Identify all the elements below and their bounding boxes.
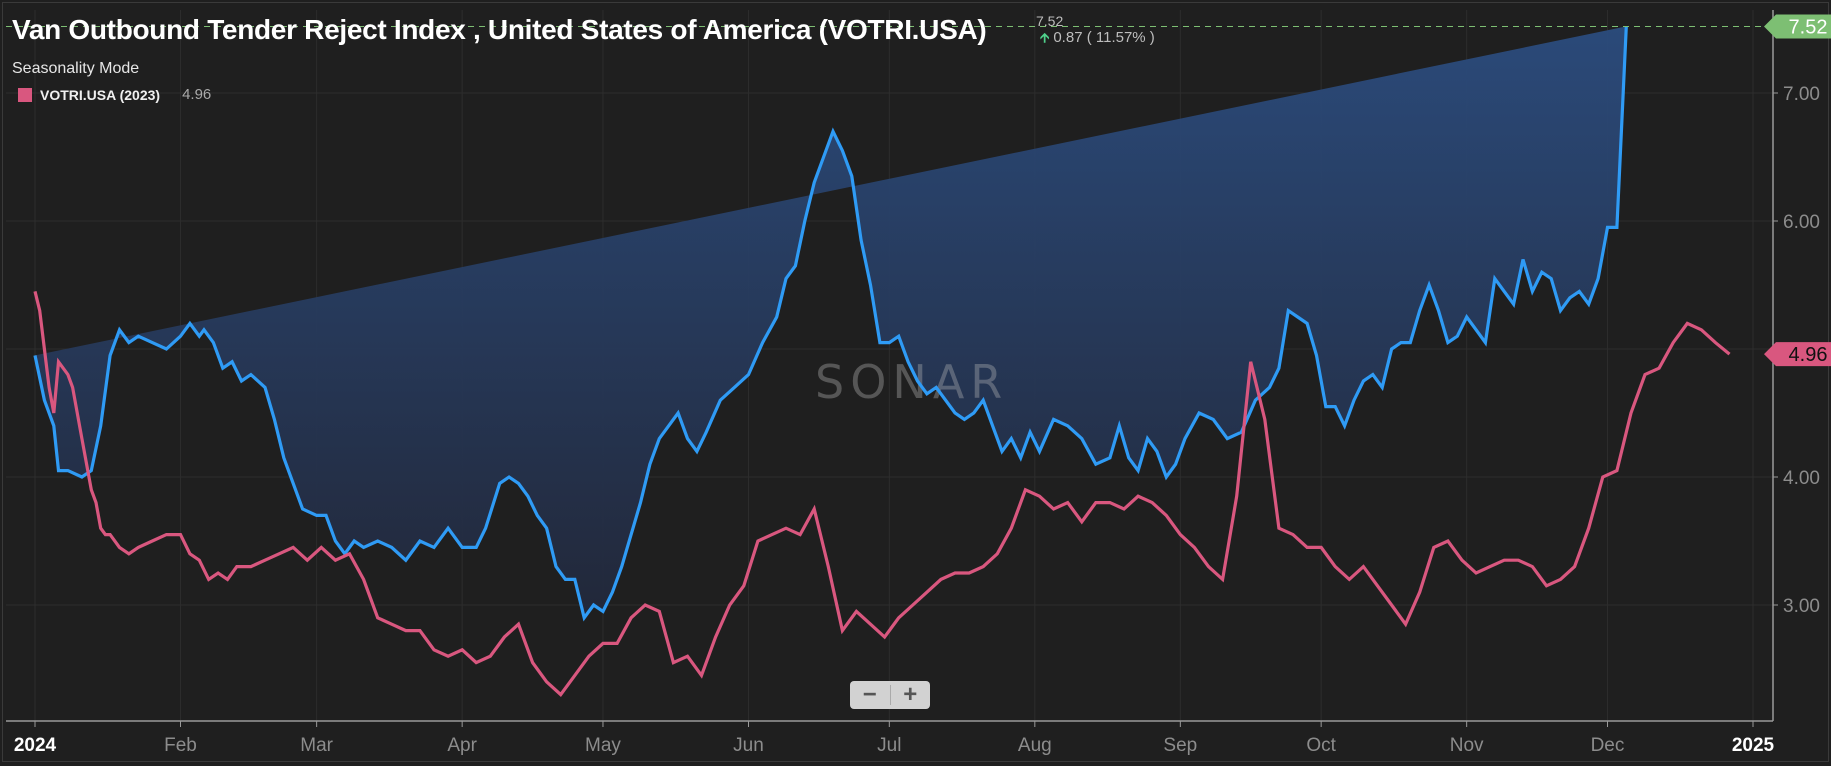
area-layer <box>35 26 1627 618</box>
x-tick-label: Nov <box>1450 735 1484 756</box>
legend-value: 4.96 <box>182 86 212 103</box>
series-lines <box>33 26 1731 697</box>
price-tag-shape <box>1764 342 1831 367</box>
series-line-2024 <box>33 26 1628 622</box>
series-area-2024 <box>35 26 1627 618</box>
zoom-out-button[interactable]: − <box>850 681 890 709</box>
zoom-in-button[interactable]: + <box>891 681 931 709</box>
x-tick-label: 2024 <box>14 735 57 756</box>
change-indicator: 🡩 0.87 ( 11.57% ) <box>1040 29 1155 51</box>
zoom-separator <box>889 685 891 705</box>
x-tick-label: Apr <box>447 735 477 756</box>
series-line-2023 <box>33 291 1731 697</box>
y-tick-label: 4.00 <box>1783 468 1820 489</box>
legend-swatch <box>18 87 32 102</box>
x-tick-label: Dec <box>1591 735 1625 756</box>
x-tick-label: Feb <box>164 735 197 756</box>
seasonality-mode-label: Seasonality Mode <box>12 60 140 77</box>
change-value: 0.87 ( 11.57% ) <box>1053 29 1155 46</box>
sonar-watermark: SONAR <box>815 355 1008 409</box>
x-tick-label: 2025 <box>1732 735 1775 756</box>
x-tick-label: Oct <box>1306 735 1336 756</box>
comparison-value-tag: 4.96 <box>1764 342 1831 367</box>
price-tag-shape <box>1764 14 1831 39</box>
x-tick-label: May <box>585 735 621 756</box>
price-tag-label: 7.52 <box>1789 16 1828 38</box>
axes: 2024 Feb Mar Apr May Jun Jul Aug Sep Oct Nov Dec 202… <box>6 10 1820 756</box>
chart-title: Van Outbound Tender Reject Index , Unite… <box>12 14 987 45</box>
x-tick-label: Aug <box>1018 735 1052 756</box>
x-tick-label: Mar <box>300 735 333 756</box>
arrow-up-icon: 🡩 <box>1040 30 1050 45</box>
current-value-tag: 7.52 <box>1764 14 1831 39</box>
last-value: 7.52 <box>1036 13 1064 29</box>
x-tick-label: Jun <box>733 735 764 756</box>
price-tags: 7.52 4.96 <box>6 14 1831 367</box>
y-tick-label: 7.00 <box>1783 84 1820 105</box>
x-tick-label: Jul <box>877 735 901 756</box>
legend-label: VOTRI.USA (2023) <box>40 86 161 103</box>
zoom-controls: − + <box>850 681 930 709</box>
legend-item[interactable]: VOTRI.USA (2023) 4.96 <box>18 86 211 103</box>
y-tick-label: 3.00 <box>1783 596 1820 617</box>
y-tick-label: 6.00 <box>1783 212 1820 233</box>
price-tag-label: 4.96 <box>1789 344 1828 366</box>
x-tick-label: Sep <box>1163 735 1197 756</box>
